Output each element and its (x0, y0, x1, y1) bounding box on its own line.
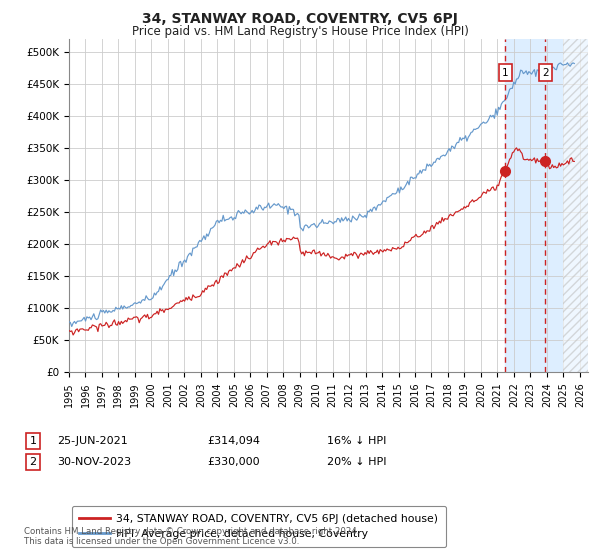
Text: 2: 2 (542, 68, 548, 77)
Bar (563, 39, 588, 372)
Text: 25-JUN-2021: 25-JUN-2021 (57, 436, 128, 446)
Text: 1: 1 (502, 68, 509, 77)
Text: Contains HM Land Registry data © Crown copyright and database right 2024.
This d: Contains HM Land Registry data © Crown c… (24, 526, 359, 546)
Bar (505, 39, 588, 372)
Legend: 34, STANWAY ROAD, COVENTRY, CV5 6PJ (detached house), HPI: Average price, detach: 34, STANWAY ROAD, COVENTRY, CV5 6PJ (det… (72, 506, 446, 547)
Text: £314,094: £314,094 (207, 436, 260, 446)
Text: 20% ↓ HPI: 20% ↓ HPI (327, 457, 386, 467)
Text: 16% ↓ HPI: 16% ↓ HPI (327, 436, 386, 446)
Text: 1: 1 (29, 436, 37, 446)
Text: £330,000: £330,000 (207, 457, 260, 467)
Text: 34, STANWAY ROAD, COVENTRY, CV5 6PJ: 34, STANWAY ROAD, COVENTRY, CV5 6PJ (142, 12, 458, 26)
Text: Price paid vs. HM Land Registry's House Price Index (HPI): Price paid vs. HM Land Registry's House … (131, 25, 469, 38)
Text: 2: 2 (29, 457, 37, 467)
Text: 30-NOV-2023: 30-NOV-2023 (57, 457, 131, 467)
